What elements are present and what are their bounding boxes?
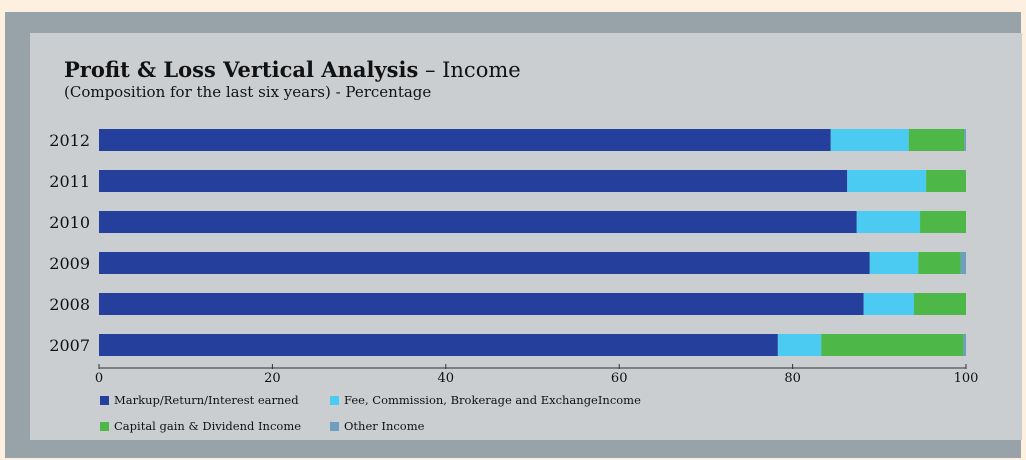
legend-label-1: Fee, Commission, Brokerage and ExchangeI… [344,393,641,407]
bar-2010-series-1 [856,211,921,233]
x-tick-label-40: 40 [438,371,455,386]
chart-title-bold: Profit & Loss Vertical Analysis [64,57,419,82]
bar-2012-series-3 [964,129,966,151]
x-tick-label-60: 60 [611,371,628,386]
y-tick-label-2008: 2008 [49,295,90,314]
bars-group [99,129,966,356]
x-tick-label-0: 0 [95,371,103,386]
bar-2011-series-1 [847,170,927,192]
bar-2012-series-2 [908,129,965,151]
bar-2012-series-0 [99,129,831,151]
bar-2008-series-0 [99,293,864,315]
y-tick-label-2007: 2007 [49,336,90,355]
bar-2009-series-1 [869,252,919,274]
legend-item-0: Markup/Return/Interest earned [100,393,299,407]
bar-2009-series-2 [918,252,961,274]
bar-2007-series-0 [99,334,778,356]
bar-2007-series-1 [777,334,822,356]
y-tick-label-2011: 2011 [49,172,90,191]
chart-title: Profit & Loss Vertical Analysis – Income [64,57,521,82]
bar-2008-series-2 [913,293,966,315]
bar-2007-series-3 [963,334,966,356]
bar-2010-series-0 [99,211,857,233]
bar-2007-series-2 [821,334,964,356]
legend-swatch-2 [100,421,109,431]
legend-label-2: Capital gain & Dividend Income [114,419,302,433]
legend-swatch-1 [330,395,339,405]
bar-2010-series-2 [920,211,966,233]
legend-swatch-3 [330,421,339,431]
y-tick-label-2010: 2010 [49,213,90,232]
bar-2011-series-2 [926,170,966,192]
y-tick-label-2009: 2009 [49,254,90,273]
bar-2012-series-1 [830,129,909,151]
bar-2009-series-0 [99,252,870,274]
legend-swatch-0 [100,395,109,405]
legend-item-2: Capital gain & Dividend Income [100,419,301,433]
legend-item-3: Other Income [330,419,424,433]
legend-label-0: Markup/Return/Interest earned [114,393,299,407]
chart-title-rest: – Income [418,58,521,82]
y-tick-label-2012: 2012 [49,131,90,150]
legend-label-3: Other Income [344,419,425,433]
bar-2008-series-1 [863,293,914,315]
bar-2011-series-0 [99,170,848,192]
bar-2009-series-3 [960,252,966,274]
chart-panel [30,33,1022,440]
chart-subtitle: (Composition for the last six years) - P… [64,83,432,101]
x-axis: 0 20 40 60 80 100 [95,364,979,386]
y-axis: 2012 2011 2010 2009 2008 2007 [49,131,90,355]
x-tick-label-20: 20 [264,371,281,386]
x-tick-label-100: 100 [954,371,979,386]
legend-item-1: Fee, Commission, Brokerage and ExchangeI… [330,393,641,407]
x-tick-label-80: 80 [784,371,801,386]
